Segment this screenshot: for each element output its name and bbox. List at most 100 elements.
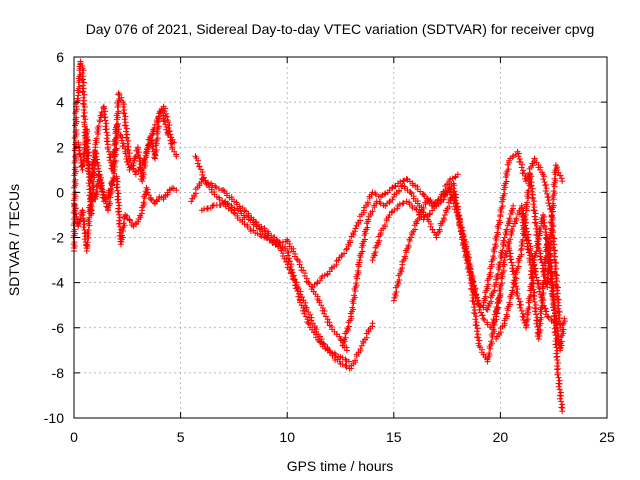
data-point	[117, 131, 124, 138]
data-point	[354, 267, 361, 274]
data-point	[499, 280, 506, 287]
data-point	[452, 197, 459, 204]
data-point	[285, 249, 292, 256]
data-point	[420, 205, 427, 212]
data-point	[100, 189, 107, 196]
data-point	[73, 213, 80, 220]
data-point	[530, 201, 537, 208]
x-tick-label: 25	[599, 429, 615, 445]
data-point	[304, 318, 311, 325]
data-point	[554, 366, 561, 373]
data-point	[126, 216, 133, 223]
data-point	[342, 362, 349, 369]
data-point	[525, 187, 532, 194]
data-point	[537, 250, 544, 257]
data-point	[155, 113, 162, 120]
data-point	[382, 190, 389, 197]
data-point	[80, 106, 87, 113]
data-point	[455, 206, 462, 213]
data-point	[530, 280, 537, 287]
data-point	[464, 260, 471, 267]
data-point	[544, 190, 551, 197]
data-point	[555, 359, 562, 366]
data-point	[397, 178, 404, 185]
data-point	[472, 310, 479, 317]
y-tick-label: 2	[56, 139, 64, 155]
data-point	[343, 357, 350, 364]
data-point	[559, 178, 566, 185]
data-point	[560, 326, 567, 333]
data-point	[349, 304, 356, 311]
data-point	[515, 263, 522, 270]
data-point	[542, 188, 549, 195]
data-point	[554, 371, 561, 378]
data-point	[102, 197, 109, 204]
data-point	[257, 231, 264, 238]
data-point	[381, 221, 388, 228]
data-point	[140, 199, 147, 206]
data-point	[531, 293, 538, 300]
data-point	[536, 288, 543, 295]
data-point	[479, 312, 486, 319]
data-point	[362, 236, 369, 243]
data-point	[112, 157, 119, 164]
x-axis-ticks: 0 5 10 15 20 25	[70, 57, 615, 445]
data-point	[94, 165, 101, 172]
data-point	[554, 330, 561, 337]
data-point	[111, 166, 118, 173]
data-point	[120, 143, 127, 150]
data-point	[71, 226, 78, 233]
data-point	[84, 239, 91, 246]
data-point	[547, 257, 554, 264]
data-point	[552, 253, 559, 260]
data-point	[507, 250, 514, 257]
data-point	[452, 174, 459, 181]
data-point	[352, 225, 359, 232]
data-point	[490, 326, 497, 333]
data-point	[533, 248, 540, 255]
data-point	[85, 227, 92, 234]
data-point	[534, 222, 541, 229]
data-point	[102, 126, 109, 133]
data-point	[163, 123, 170, 130]
data-point	[551, 241, 558, 248]
data-point	[389, 196, 396, 203]
data-point	[95, 123, 102, 130]
data-point	[394, 205, 401, 212]
data-point	[527, 176, 534, 183]
data-point	[550, 293, 557, 300]
data-point	[343, 246, 350, 253]
x-tick-label: 20	[493, 429, 509, 445]
data-point	[497, 292, 504, 299]
data-point	[487, 269, 494, 276]
data-point	[509, 268, 516, 275]
data-point	[558, 392, 565, 399]
data-point	[114, 120, 121, 127]
data-point	[546, 251, 553, 258]
data-point	[484, 306, 491, 313]
data-point	[540, 173, 547, 180]
data-point	[86, 164, 93, 171]
data-point	[91, 166, 98, 173]
data-point	[462, 254, 469, 261]
data-point	[555, 296, 562, 303]
data-point	[473, 313, 480, 320]
data-point	[522, 178, 529, 185]
y-tick-label: -8	[52, 365, 65, 381]
data-point	[155, 123, 162, 130]
data-point	[72, 210, 79, 217]
data-point	[520, 216, 527, 223]
data-point	[154, 135, 161, 142]
data-point	[537, 327, 544, 334]
data-point	[104, 146, 111, 153]
data-point	[520, 310, 527, 317]
data-point	[311, 324, 318, 331]
data-point	[396, 277, 403, 284]
data-point	[317, 277, 324, 284]
data-point	[531, 299, 538, 306]
data-point	[532, 305, 539, 312]
data-point	[121, 110, 128, 117]
y-tick-label: 6	[56, 49, 64, 65]
data-point	[426, 211, 433, 218]
data-point	[540, 216, 547, 223]
